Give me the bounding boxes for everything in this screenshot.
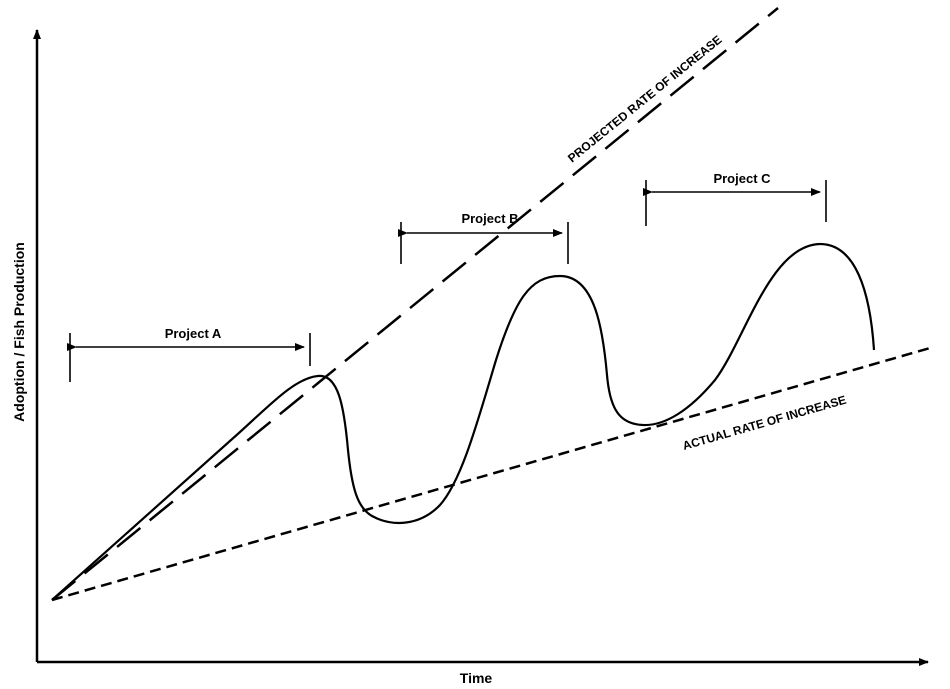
projected-rate-line <box>51 7 779 601</box>
actual-rate-label: ACTUAL RATE OF INCREASE <box>681 393 848 453</box>
actual-rate-line <box>51 346 931 602</box>
project-c-span: Project C <box>643 171 827 226</box>
project-a-label: Project A <box>165 326 222 341</box>
x-axis-label: Time <box>460 670 493 686</box>
production-curve <box>51 242 876 601</box>
axes <box>33 29 929 666</box>
project-a-span: Project A <box>67 326 311 382</box>
project-b-span: Project B <box>398 211 569 264</box>
projected-rate-label: PROJECTED RATE OF INCREASE <box>565 32 724 165</box>
y-axis-label: Adoption / Fish Production <box>11 242 27 422</box>
project-c-label: Project C <box>713 171 771 186</box>
project-b-label: Project B <box>461 211 518 226</box>
